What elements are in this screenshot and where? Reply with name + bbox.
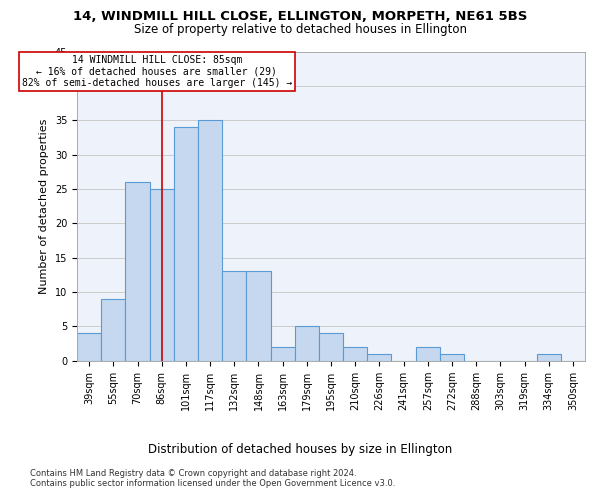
Bar <box>174 127 198 361</box>
Bar <box>319 334 343 361</box>
Bar <box>536 354 561 361</box>
Text: Size of property relative to detached houses in Ellington: Size of property relative to detached ho… <box>133 22 467 36</box>
Bar <box>416 347 440 361</box>
Bar <box>247 272 271 361</box>
Y-axis label: Number of detached properties: Number of detached properties <box>39 118 49 294</box>
Bar <box>125 182 149 361</box>
Bar <box>271 347 295 361</box>
Bar <box>343 347 367 361</box>
Bar <box>149 189 174 361</box>
Bar <box>77 334 101 361</box>
Text: Contains public sector information licensed under the Open Government Licence v3: Contains public sector information licen… <box>30 478 395 488</box>
Bar <box>440 354 464 361</box>
Bar <box>222 272 247 361</box>
Bar <box>101 299 125 361</box>
Text: Contains HM Land Registry data © Crown copyright and database right 2024.: Contains HM Land Registry data © Crown c… <box>30 468 356 477</box>
Bar <box>198 120 222 361</box>
Text: Distribution of detached houses by size in Ellington: Distribution of detached houses by size … <box>148 442 452 456</box>
Text: 14 WINDMILL HILL CLOSE: 85sqm
← 16% of detached houses are smaller (29)
82% of s: 14 WINDMILL HILL CLOSE: 85sqm ← 16% of d… <box>22 55 292 88</box>
Bar <box>295 326 319 361</box>
Text: 14, WINDMILL HILL CLOSE, ELLINGTON, MORPETH, NE61 5BS: 14, WINDMILL HILL CLOSE, ELLINGTON, MORP… <box>73 10 527 23</box>
Bar <box>367 354 391 361</box>
